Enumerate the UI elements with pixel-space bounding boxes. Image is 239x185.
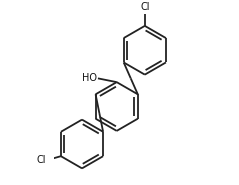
- Text: Cl: Cl: [140, 2, 150, 12]
- Text: HO: HO: [82, 73, 97, 83]
- Text: Cl: Cl: [36, 155, 46, 165]
